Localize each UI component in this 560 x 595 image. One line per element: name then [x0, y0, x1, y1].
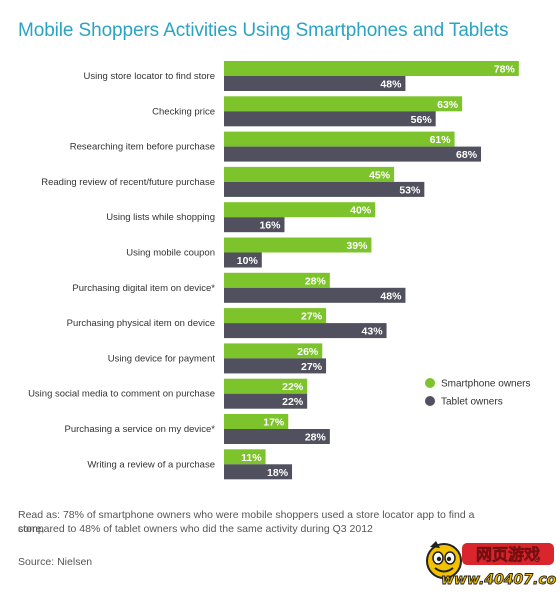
smartphone-value-label: 61% [430, 134, 452, 146]
category-label: Reading review of recent/future purchase [41, 177, 215, 188]
smartphone-bar [224, 414, 289, 429]
smartphone-value-label: 78% [494, 64, 516, 76]
smartphone-bar [224, 61, 519, 76]
tablet-bar [224, 287, 406, 303]
smartphone-bar [224, 131, 455, 147]
tablet-bar [224, 217, 285, 233]
legend-label-smartphone: Smartphone owners [441, 379, 531, 390]
smartphone-bar [224, 449, 266, 465]
tablet-bar [224, 181, 425, 197]
smartphone-value-label: 17% [263, 417, 285, 429]
tablet-bar [224, 393, 308, 409]
tablet-bar [224, 252, 262, 268]
category-label: Purchasing digital item on device* [72, 283, 215, 294]
smartphone-bar [224, 343, 323, 359]
smartphone-value-label: 28% [305, 275, 327, 287]
category-label: Purchasing physical item on device [67, 318, 215, 329]
tablet-value-label: 28% [305, 432, 327, 444]
smartphone-bar [224, 378, 308, 394]
tablet-bar [224, 76, 406, 91]
chart-title: Mobile Shoppers Activities Using Smartph… [18, 20, 509, 41]
watermark-text-bottom: www.40407.com [441, 572, 556, 588]
tablet-bar [224, 464, 293, 480]
smartphone-value-label: 27% [301, 311, 323, 323]
category-label: Checking price [152, 106, 215, 117]
tablet-value-label: 18% [267, 467, 289, 479]
tablet-bar [224, 429, 330, 444]
mascot-icon [426, 541, 462, 579]
category-label: Using device for payment [108, 353, 216, 364]
tablet-value-label: 48% [380, 79, 402, 91]
smartphone-value-label: 63% [437, 99, 459, 111]
smartphone-value-label: 40% [350, 205, 372, 217]
smartphone-bar [224, 308, 327, 324]
smartphone-value-label: 39% [346, 240, 368, 252]
tablet-value-label: 56% [411, 114, 433, 126]
smartphone-bar [224, 237, 372, 253]
tablet-value-label: 16% [259, 220, 281, 232]
tablet-value-label: 48% [380, 290, 402, 302]
tablet-value-label: 53% [399, 184, 421, 196]
tablet-bar [224, 323, 387, 339]
tablet-bar [224, 358, 327, 374]
category-label: Using social media to comment on purchas… [28, 389, 215, 400]
category-label: Researching item before purchase [70, 142, 215, 153]
watermark-text-top: 网页游戏 [476, 545, 540, 564]
smartphone-value-label: 11% [241, 452, 262, 464]
legend-label-tablet: Tablet owners [441, 397, 503, 408]
tablet-value-label: 43% [362, 326, 384, 338]
read-as-note-line-1: Read as: 78% of smartphone owners who we… [18, 509, 475, 535]
category-label: Purchasing a service on my device* [65, 424, 216, 435]
category-label: Using mobile coupon [126, 248, 215, 259]
read-as-note-line-2: compared to 48% of tablet owners who did… [18, 523, 373, 535]
legend-marker-tablet [425, 396, 435, 406]
smartphone-bar [224, 202, 376, 218]
source-note: Source: Nielsen [18, 556, 93, 568]
category-label: Using lists while shopping [106, 212, 215, 223]
tablet-value-label: 68% [456, 149, 478, 161]
watermark-logo: 网页游戏 www.40407.com [426, 541, 556, 588]
smartphone-value-label: 45% [369, 169, 391, 181]
tablet-bar [224, 111, 436, 127]
category-label: Writing a review of a purchase [87, 459, 215, 470]
smartphone-bar [224, 166, 395, 182]
smartphone-bar [224, 272, 330, 288]
legend-marker-smartphone [425, 378, 435, 388]
tablet-value-label: 22% [282, 396, 304, 408]
tablet-bar [224, 146, 482, 162]
tablet-value-label: 10% [237, 255, 259, 267]
smartphone-value-label: 22% [282, 381, 304, 393]
tablet-value-label: 27% [301, 361, 323, 373]
category-label: Using store locator to find store [84, 71, 215, 82]
smartphone-value-label: 26% [297, 346, 319, 358]
smartphone-bar [224, 96, 463, 112]
bar-chart: Using store locator to find store 78% 48% C… [28, 61, 531, 480]
